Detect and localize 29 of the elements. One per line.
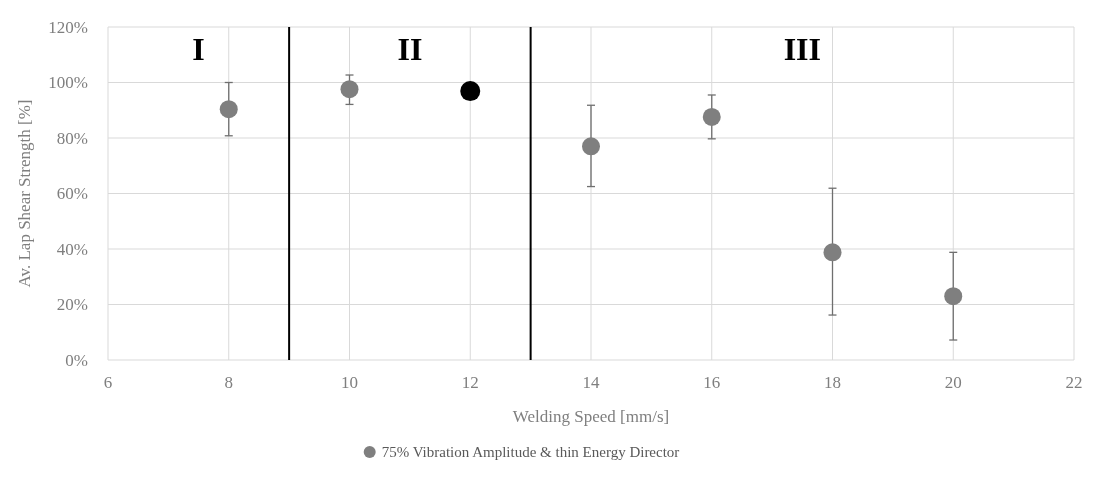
y-tick-label: 80% <box>56 128 88 148</box>
x-tick-label: 6 <box>103 373 113 392</box>
point <box>944 287 963 306</box>
annotation: III <box>783 31 821 68</box>
x-tick-label: 16 <box>703 373 721 392</box>
annotation: II <box>397 31 423 68</box>
x-tick-label: 8 <box>224 373 233 392</box>
point <box>219 100 238 119</box>
y-tick-label: 0% <box>65 350 88 370</box>
y-tick-label: 120% <box>48 17 88 37</box>
point <box>340 80 359 99</box>
point <box>702 107 721 126</box>
x-tick-label: 20 <box>944 373 962 392</box>
x-tick-label: 22 <box>1065 373 1083 392</box>
point <box>460 81 481 102</box>
y-tick-label: 20% <box>56 295 88 315</box>
x-tick-label: 12 <box>461 373 479 392</box>
y-tick-label: 60% <box>56 184 88 204</box>
y-tick-label: 40% <box>56 239 88 259</box>
point <box>582 137 600 156</box>
x-tick-label: 14 <box>582 373 600 392</box>
y-tick-label: 100% <box>48 73 88 93</box>
x-axis-title: Welding Speed [mm/s] <box>512 407 670 426</box>
point <box>823 243 842 262</box>
x-tick-label: 10 <box>341 373 358 392</box>
x-tick-label: 18 <box>824 373 841 392</box>
y-axis-title: Av. Lap Shear Strength [%] <box>15 99 34 288</box>
legend-label: 75% Vibration Amplitude & thin Energy Director <box>381 444 680 461</box>
annotation: I <box>192 31 205 68</box>
